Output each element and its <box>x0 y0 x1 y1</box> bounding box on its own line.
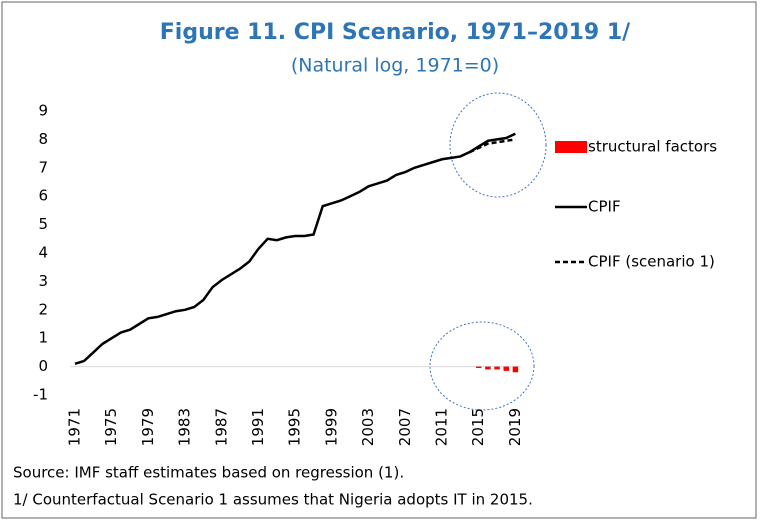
x-tick-label: 1971 <box>65 408 83 446</box>
highlight-circle <box>429 321 535 411</box>
x-tick-label: 1979 <box>139 408 157 446</box>
x-tick-label: 2019 <box>506 408 524 446</box>
bar <box>475 366 482 369</box>
line <box>74 132 516 365</box>
x-tick-label: 2007 <box>396 408 414 446</box>
x-tick-label: 1975 <box>102 408 120 446</box>
y-tick-label: 0 <box>38 357 48 375</box>
x-tick-label: 2003 <box>359 408 377 446</box>
x-tick-label: 1995 <box>286 408 304 446</box>
bar <box>503 366 509 371</box>
x-tick-label: 1983 <box>176 408 194 446</box>
y-tick-label: 7 <box>38 158 48 176</box>
bar <box>512 366 519 373</box>
y-tick-label: 1 <box>38 329 48 347</box>
bar <box>494 366 500 370</box>
y-tick-label: 2 <box>38 300 48 318</box>
x-tick-label: 1987 <box>212 408 230 446</box>
y-tick-label: -1 <box>33 386 48 404</box>
y-tick-label: 5 <box>38 215 48 233</box>
y-tick-label: 8 <box>38 130 48 148</box>
y-tick-label: 6 <box>38 187 48 205</box>
legend-label: CPIF <box>588 198 621 216</box>
footnote: 1/ Counterfactual Scenario 1 assumes tha… <box>13 491 533 509</box>
frame <box>1 1 757 519</box>
line <box>469 138 516 154</box>
highlight-circle <box>449 92 547 198</box>
chart-title: Figure 11. CPI Scenario, 1971–2019 1/ <box>160 20 631 45</box>
x-tick-label: 2011 <box>433 408 451 446</box>
legend-swatch <box>555 141 587 153</box>
x-tick-label: 1999 <box>322 408 340 446</box>
x-tick-label: 2015 <box>469 408 487 446</box>
bar <box>485 366 491 370</box>
source-note: Source: IMF staff estimates based on reg… <box>13 464 404 482</box>
legend-label: CPIF (scenario 1) <box>588 253 715 271</box>
y-tick-label: 9 <box>38 102 48 120</box>
chart-subtitle: (Natural log, 1971=0) <box>291 55 499 77</box>
y-tick-label: 4 <box>38 244 48 262</box>
x-tick-label: 1991 <box>249 408 267 446</box>
legend-label: structural factors <box>588 138 717 156</box>
y-tick-label: 3 <box>38 272 48 290</box>
